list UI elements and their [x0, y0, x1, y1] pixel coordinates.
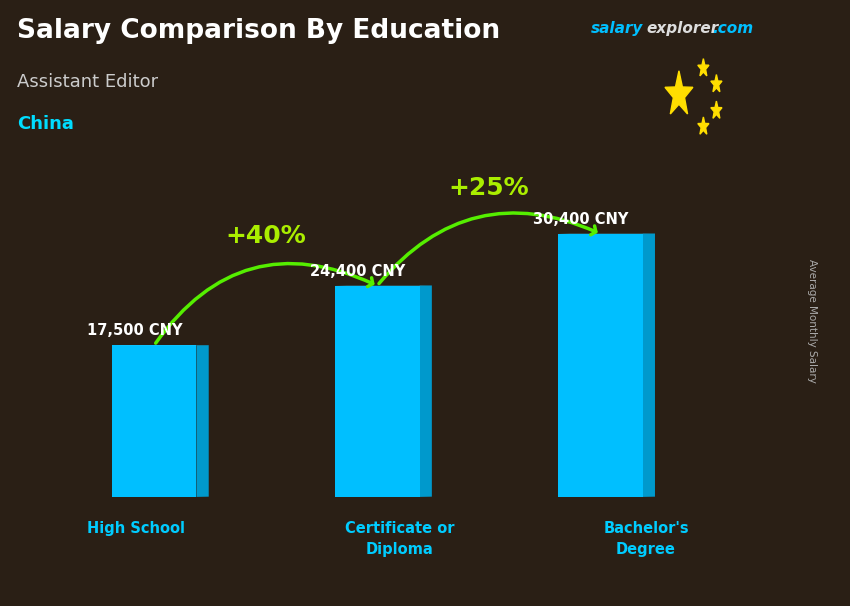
Text: explorer: explorer — [646, 21, 718, 36]
Polygon shape — [711, 101, 722, 118]
Text: salary: salary — [591, 21, 643, 36]
Bar — [335, 285, 420, 497]
Text: Certificate or
Diploma: Certificate or Diploma — [345, 521, 454, 557]
Polygon shape — [711, 75, 722, 92]
Text: 24,400 CNY: 24,400 CNY — [310, 264, 405, 279]
Polygon shape — [643, 233, 655, 497]
Text: Assistant Editor: Assistant Editor — [17, 73, 158, 91]
Bar — [111, 345, 196, 497]
Text: China: China — [17, 115, 74, 133]
Text: Bachelor's
Degree: Bachelor's Degree — [604, 521, 689, 557]
Text: .com: .com — [712, 21, 753, 36]
Text: +25%: +25% — [449, 176, 529, 200]
Polygon shape — [420, 285, 432, 497]
Polygon shape — [196, 345, 209, 497]
Text: Salary Comparison By Education: Salary Comparison By Education — [17, 18, 500, 44]
Text: High School: High School — [87, 521, 185, 536]
Polygon shape — [665, 71, 693, 114]
Text: Average Monthly Salary: Average Monthly Salary — [807, 259, 817, 383]
Polygon shape — [698, 59, 709, 76]
Text: +40%: +40% — [225, 224, 306, 248]
Bar — [558, 234, 643, 497]
Text: 17,500 CNY: 17,500 CNY — [87, 324, 183, 339]
Polygon shape — [698, 117, 709, 134]
Text: 30,400 CNY: 30,400 CNY — [534, 212, 629, 227]
